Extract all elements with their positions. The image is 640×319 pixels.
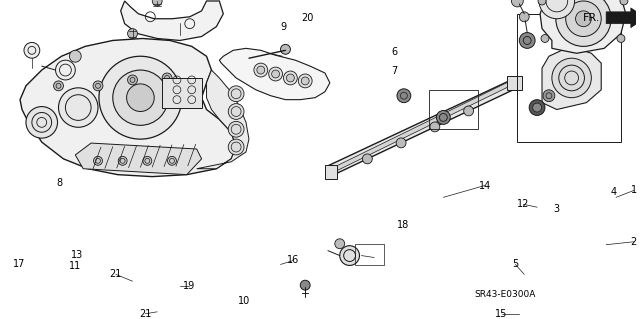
- Circle shape: [436, 110, 451, 124]
- Circle shape: [93, 156, 102, 165]
- Circle shape: [257, 66, 265, 74]
- Circle shape: [254, 63, 268, 77]
- Polygon shape: [326, 78, 517, 177]
- Polygon shape: [76, 143, 202, 175]
- Bar: [517, 14, 621, 142]
- Text: 14: 14: [479, 181, 491, 190]
- Circle shape: [620, 0, 628, 5]
- Circle shape: [58, 88, 98, 127]
- Circle shape: [269, 67, 282, 81]
- Text: 4: 4: [611, 188, 617, 197]
- Circle shape: [152, 0, 162, 6]
- Text: 9: 9: [280, 22, 287, 32]
- Circle shape: [287, 74, 294, 82]
- Text: 16: 16: [287, 256, 300, 265]
- Circle shape: [228, 121, 244, 137]
- Circle shape: [617, 34, 625, 42]
- Circle shape: [113, 70, 168, 125]
- Text: 7: 7: [391, 66, 397, 76]
- Bar: [355, 244, 384, 265]
- Text: 12: 12: [517, 199, 529, 209]
- Circle shape: [362, 154, 372, 164]
- Circle shape: [168, 156, 177, 165]
- Text: 21: 21: [139, 309, 152, 319]
- Polygon shape: [606, 8, 640, 28]
- Text: 8: 8: [56, 178, 63, 188]
- Text: 2: 2: [630, 237, 637, 247]
- Circle shape: [127, 75, 138, 85]
- Circle shape: [284, 71, 298, 85]
- Circle shape: [519, 12, 529, 22]
- Polygon shape: [20, 39, 236, 177]
- Circle shape: [228, 104, 244, 119]
- Circle shape: [397, 89, 411, 103]
- Text: SR43-E0300A: SR43-E0300A: [475, 290, 536, 299]
- Circle shape: [127, 29, 138, 39]
- Circle shape: [543, 90, 555, 102]
- Text: 1: 1: [631, 185, 637, 196]
- Circle shape: [143, 156, 152, 165]
- Circle shape: [541, 34, 549, 42]
- Circle shape: [575, 11, 591, 27]
- Circle shape: [54, 81, 63, 91]
- Text: 6: 6: [391, 47, 397, 57]
- Text: 3: 3: [554, 204, 560, 214]
- Text: 11: 11: [69, 261, 81, 271]
- Circle shape: [552, 58, 591, 98]
- Circle shape: [430, 122, 440, 132]
- Text: FR.: FR.: [582, 13, 600, 23]
- Circle shape: [566, 1, 601, 36]
- Bar: [429, 90, 478, 129]
- Text: 13: 13: [71, 249, 83, 260]
- Circle shape: [340, 246, 360, 265]
- Bar: [162, 78, 202, 108]
- Text: 19: 19: [182, 281, 195, 291]
- Text: 15: 15: [495, 309, 508, 319]
- Bar: [325, 165, 337, 179]
- Text: 17: 17: [13, 259, 25, 270]
- Polygon shape: [333, 81, 513, 172]
- Circle shape: [335, 239, 345, 249]
- Polygon shape: [540, 0, 626, 53]
- Circle shape: [511, 0, 524, 7]
- Text: 5: 5: [512, 259, 518, 270]
- Circle shape: [93, 81, 103, 91]
- Text: 20: 20: [301, 13, 314, 23]
- Polygon shape: [542, 48, 601, 109]
- Circle shape: [300, 280, 310, 290]
- Polygon shape: [121, 1, 223, 41]
- Circle shape: [280, 44, 291, 54]
- Circle shape: [539, 0, 575, 19]
- Circle shape: [228, 86, 244, 102]
- Circle shape: [529, 100, 545, 115]
- Circle shape: [99, 56, 182, 139]
- Circle shape: [463, 106, 474, 116]
- Circle shape: [118, 156, 127, 165]
- Polygon shape: [220, 48, 330, 100]
- Circle shape: [24, 42, 40, 58]
- Circle shape: [69, 50, 81, 62]
- Circle shape: [532, 103, 541, 112]
- Circle shape: [127, 84, 154, 112]
- Circle shape: [228, 139, 244, 155]
- Circle shape: [538, 0, 546, 5]
- Circle shape: [396, 138, 406, 148]
- Polygon shape: [196, 70, 249, 169]
- Circle shape: [174, 23, 186, 34]
- Circle shape: [56, 60, 76, 80]
- Circle shape: [162, 73, 172, 83]
- Circle shape: [556, 0, 611, 46]
- Circle shape: [519, 33, 535, 48]
- Text: 21: 21: [109, 269, 122, 279]
- Circle shape: [26, 107, 58, 138]
- Bar: [508, 76, 522, 90]
- Circle shape: [298, 74, 312, 88]
- Text: 10: 10: [238, 296, 250, 306]
- Circle shape: [301, 77, 309, 85]
- Circle shape: [271, 70, 280, 78]
- Text: 18: 18: [397, 220, 409, 230]
